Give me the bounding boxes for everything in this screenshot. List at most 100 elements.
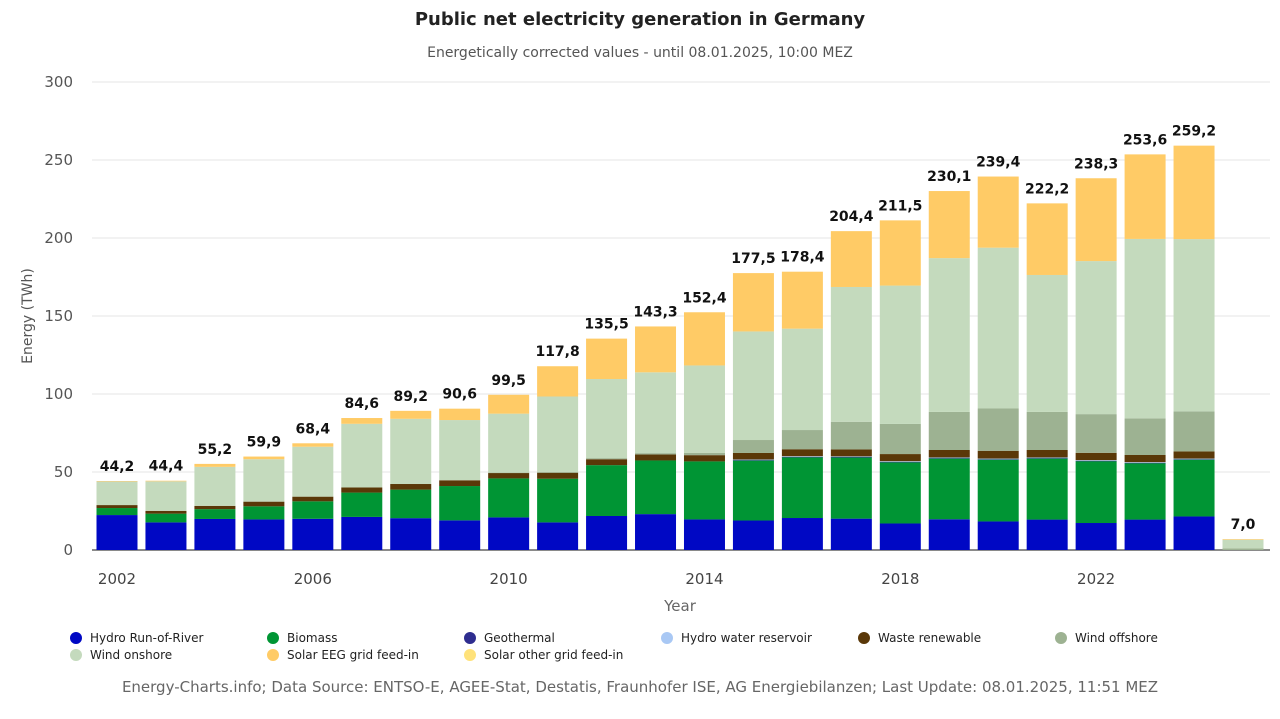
data-label: 230,1 xyxy=(927,169,971,185)
legend: Hydro Run-of-River Biomass Geothermal Hydro… xyxy=(70,631,1260,662)
data-label: 84,6 xyxy=(345,396,380,412)
legend-item[interactable]: Wind onshore xyxy=(70,648,267,662)
y-tick-label: 100 xyxy=(44,385,73,403)
bar-segment-wind-onshore xyxy=(1124,238,1166,419)
data-label: 238,3 xyxy=(1074,156,1118,172)
bar-segment-solar-eeg-grid-feed-in xyxy=(1173,145,1215,240)
legend-item[interactable]: Hydro water reservoir xyxy=(661,631,858,645)
data-label: 44,2 xyxy=(100,459,135,475)
bar-segment-biomass xyxy=(96,508,138,516)
data-label: 68,4 xyxy=(296,421,331,437)
bar-segment-biomass xyxy=(439,486,481,521)
legend-item[interactable]: Hydro Run-of-River xyxy=(70,631,267,645)
legend-marker-icon xyxy=(267,632,279,644)
bar-segment-waste-renewable xyxy=(635,454,677,461)
data-label: 177,5 xyxy=(731,251,775,267)
bar-segment-biomass xyxy=(1124,463,1166,520)
legend-marker-icon xyxy=(70,632,82,644)
data-label: 259,2 xyxy=(1172,124,1216,140)
bar-segment-solar-eeg-grid-feed-in xyxy=(586,338,628,380)
bar-segment-wind-onshore xyxy=(1075,261,1117,415)
legend-marker-icon xyxy=(267,649,279,661)
bar-segment-waste-renewable xyxy=(96,505,138,509)
bar-segment-waste-renewable xyxy=(292,496,334,502)
bar-segment-wind-offshore xyxy=(1173,411,1215,452)
bar-segment-hydro-water-reservoir xyxy=(830,456,872,458)
bar-segment-wind-onshore xyxy=(1173,239,1215,412)
bar-segment-solar-eeg-grid-feed-in xyxy=(439,408,481,421)
legend-label: Wind onshore xyxy=(90,648,173,662)
bar-segment-solar-eeg-grid-feed-in xyxy=(96,481,138,482)
bar-segment-wind-onshore xyxy=(781,328,823,431)
bar-segment-wind-offshore xyxy=(879,423,921,455)
bar-segment-hydro-water-reservoir xyxy=(977,458,1019,460)
bar-segment-geothermal xyxy=(732,460,774,461)
legend-item[interactable]: Solar other grid feed-in xyxy=(464,648,661,662)
legend-item[interactable]: Solar EEG grid feed-in xyxy=(267,648,464,662)
legend-item[interactable]: Wind offshore xyxy=(1055,631,1252,645)
bar-segment-biomass xyxy=(194,509,236,519)
bar-segment-hydro-water-reservoir xyxy=(879,461,921,462)
bar-segment-waste-renewable xyxy=(1075,452,1117,461)
bar-segment-waste-renewable xyxy=(977,450,1019,459)
bar-segment-hydro-run-of-river xyxy=(1173,516,1215,550)
y-tick-label: 250 xyxy=(44,151,73,169)
bar-segment-biomass xyxy=(732,460,774,521)
x-tick-label: 2018 xyxy=(881,570,919,588)
data-label: 44,4 xyxy=(149,459,184,475)
bar-segment-geothermal xyxy=(928,458,970,459)
bar-segment-geothermal xyxy=(781,456,823,458)
bar-segment-wind-offshore xyxy=(488,472,530,474)
bar-segment-biomass xyxy=(488,478,530,518)
data-label: 239,4 xyxy=(976,155,1021,171)
legend-label: Hydro Run-of-River xyxy=(90,631,204,645)
bar-segment-waste-renewable xyxy=(830,449,872,457)
bar-segment-waste-renewable xyxy=(1173,451,1215,459)
bar-segment-waste-renewable xyxy=(341,487,383,493)
bar-segment-biomass xyxy=(1026,458,1068,520)
legend-item[interactable]: Geothermal xyxy=(464,631,661,645)
bar-segment-wind-onshore xyxy=(96,481,138,506)
legend-item[interactable]: Waste renewable xyxy=(858,631,1055,645)
bar-segment-wind-offshore xyxy=(977,408,1019,451)
bar-segment-hydro-run-of-river xyxy=(1026,519,1068,550)
x-tick-label: 2022 xyxy=(1077,570,1115,588)
data-label: 152,4 xyxy=(682,290,727,306)
bar-segment-wind-onshore xyxy=(879,285,921,424)
bar-segment-biomass xyxy=(390,489,432,519)
legend-label: Biomass xyxy=(287,631,338,645)
bar-segment-wind-onshore xyxy=(830,286,872,422)
bar-segment-wind-offshore xyxy=(928,411,970,451)
bar-segment-geothermal xyxy=(830,457,872,458)
data-label: 222,2 xyxy=(1025,181,1069,197)
bar-segment-wind-offshore xyxy=(537,471,579,473)
bar-segment-waste-renewable xyxy=(145,510,187,514)
bar-segment-wind-onshore xyxy=(1222,539,1264,549)
bar-segment-waste-renewable xyxy=(928,450,970,458)
bar-segment-solar-eeg-grid-feed-in xyxy=(732,273,774,332)
bar-segment-geothermal xyxy=(1173,459,1215,460)
bar-segment-hydro-water-reservoir xyxy=(1173,458,1215,460)
bar-segment-biomass xyxy=(781,457,823,519)
data-label: 89,2 xyxy=(393,389,428,405)
legend-item[interactable]: Biomass xyxy=(267,631,464,645)
bar-segment-solar-eeg-grid-feed-in xyxy=(635,326,677,373)
data-label: 99,5 xyxy=(491,373,526,389)
bar-segment-hydro-run-of-river xyxy=(194,518,236,550)
bar-segment-waste-renewable xyxy=(781,449,823,457)
bar-segment-hydro-water-reservoir xyxy=(732,459,774,461)
bar-segment-wind-onshore xyxy=(243,459,285,502)
bar-segment-geothermal xyxy=(977,459,1019,460)
bar-segment-biomass xyxy=(537,478,579,523)
legend-label: Wind offshore xyxy=(1075,631,1158,645)
bar-segment-hydro-run-of-river xyxy=(243,519,285,550)
bar-segment-hydro-run-of-river xyxy=(390,518,432,550)
bar-segment-wind-offshore xyxy=(1026,411,1068,451)
bar-segment-biomass xyxy=(977,459,1019,522)
data-label: 253,6 xyxy=(1123,132,1167,148)
bar-segment-solar-eeg-grid-feed-in xyxy=(683,312,725,366)
bar-segment-geothermal xyxy=(1075,460,1117,462)
bar-segment-hydro-water-reservoir xyxy=(928,457,970,459)
data-label: 55,2 xyxy=(198,442,233,458)
bar-segment-wind-onshore xyxy=(928,258,970,412)
